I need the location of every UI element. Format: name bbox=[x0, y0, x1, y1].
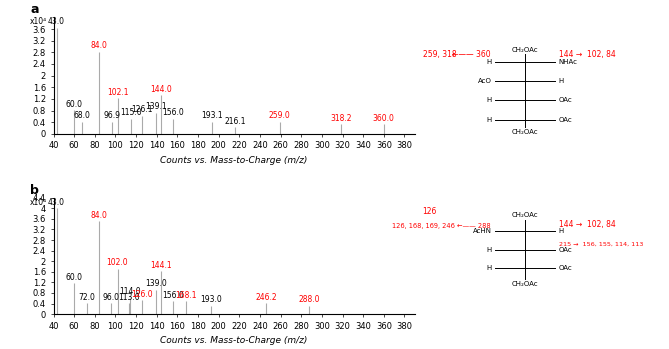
Text: 360.0: 360.0 bbox=[373, 114, 395, 123]
Text: H: H bbox=[486, 117, 492, 122]
Text: AcO: AcO bbox=[478, 78, 492, 84]
Text: 60.0: 60.0 bbox=[66, 273, 83, 282]
Text: x10⁴: x10⁴ bbox=[30, 198, 47, 207]
Text: 113.0: 113.0 bbox=[118, 292, 140, 302]
Text: 72.0: 72.0 bbox=[78, 292, 95, 302]
X-axis label: Counts vs. Mass-to-Charge (m/z): Counts vs. Mass-to-Charge (m/z) bbox=[161, 156, 308, 165]
Text: CH₂OAc: CH₂OAc bbox=[512, 212, 539, 218]
Text: OAc: OAc bbox=[559, 117, 573, 122]
Text: 288.0: 288.0 bbox=[299, 295, 320, 304]
Text: 318.2: 318.2 bbox=[330, 114, 351, 123]
Text: 215 →  156, 155, 114, 113: 215 → 156, 155, 114, 113 bbox=[559, 242, 643, 247]
Text: 144.1: 144.1 bbox=[150, 261, 172, 270]
Text: H: H bbox=[486, 59, 492, 65]
Text: 139.1: 139.1 bbox=[145, 103, 167, 111]
Text: a: a bbox=[30, 3, 39, 16]
Text: 126.0: 126.0 bbox=[132, 290, 153, 299]
X-axis label: Counts vs. Mass-to-Charge (m/z): Counts vs. Mass-to-Charge (m/z) bbox=[161, 336, 308, 345]
Text: 126.1: 126.1 bbox=[132, 105, 153, 114]
Text: OAc: OAc bbox=[559, 265, 573, 271]
Text: CH₂OAc: CH₂OAc bbox=[512, 46, 539, 52]
Text: 144.0: 144.0 bbox=[150, 85, 172, 94]
Text: 43.0: 43.0 bbox=[48, 17, 65, 26]
Text: 144 →  102, 84: 144 → 102, 84 bbox=[559, 50, 615, 59]
Text: 96.0: 96.0 bbox=[103, 292, 120, 302]
Text: 115.0: 115.0 bbox=[120, 108, 142, 117]
Text: H: H bbox=[486, 246, 492, 253]
Text: 126: 126 bbox=[422, 207, 436, 216]
Text: 102.0: 102.0 bbox=[106, 258, 128, 267]
Text: CH₂OAc: CH₂OAc bbox=[512, 129, 539, 135]
Text: 144 →  102, 84: 144 → 102, 84 bbox=[559, 220, 615, 229]
Text: 216.1: 216.1 bbox=[225, 117, 246, 126]
Text: H: H bbox=[486, 97, 492, 103]
Text: 126, 168, 169, 246 ←—— 288: 126, 168, 169, 246 ←—— 288 bbox=[392, 223, 490, 229]
Text: 84.0: 84.0 bbox=[90, 211, 107, 220]
Text: AcHN: AcHN bbox=[473, 228, 492, 234]
Text: 259, 318: 259, 318 bbox=[423, 50, 456, 59]
Text: 193.1: 193.1 bbox=[201, 111, 222, 120]
Text: b: b bbox=[30, 184, 39, 197]
Text: NHAc: NHAc bbox=[559, 59, 577, 65]
Text: H: H bbox=[486, 265, 492, 271]
Text: 156.0: 156.0 bbox=[163, 108, 184, 117]
Text: CH₂OAc: CH₂OAc bbox=[512, 281, 539, 287]
Text: 139.0: 139.0 bbox=[145, 280, 167, 288]
Text: OAc: OAc bbox=[559, 246, 573, 253]
Text: 43.0: 43.0 bbox=[48, 198, 65, 207]
Text: 96.9: 96.9 bbox=[104, 111, 120, 120]
Text: 60.0: 60.0 bbox=[66, 99, 83, 109]
Text: 168.1: 168.1 bbox=[175, 291, 197, 300]
Text: H: H bbox=[559, 78, 564, 84]
Text: 193.0: 193.0 bbox=[201, 295, 222, 304]
Text: OAc: OAc bbox=[559, 97, 573, 103]
Text: 246.2: 246.2 bbox=[256, 292, 277, 302]
Text: H: H bbox=[559, 228, 564, 234]
Text: 84.0: 84.0 bbox=[90, 42, 107, 50]
Text: x10⁴: x10⁴ bbox=[30, 17, 47, 27]
Text: 102.1: 102.1 bbox=[107, 88, 128, 97]
Text: 259.0: 259.0 bbox=[269, 111, 290, 120]
Text: ←—— 360: ←—— 360 bbox=[452, 50, 490, 59]
Text: 68.0: 68.0 bbox=[74, 111, 91, 120]
Text: 156.0: 156.0 bbox=[163, 291, 184, 300]
Text: 114.0: 114.0 bbox=[119, 287, 140, 296]
